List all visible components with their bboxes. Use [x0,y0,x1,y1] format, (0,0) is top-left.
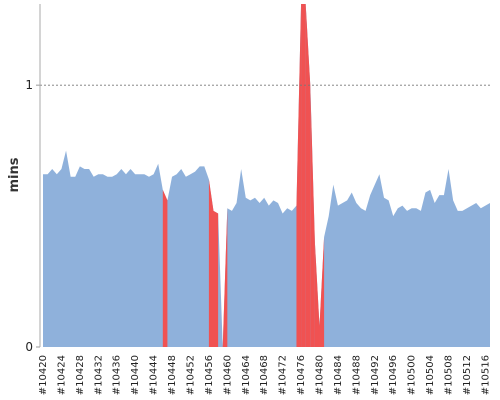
x-tick-label: #10484 [333,355,344,395]
x-tick-label: #10472 [278,355,289,395]
failed-segment [208,179,214,347]
failed-segment [319,237,325,347]
x-tick-label: #10436 [112,355,123,395]
x-tick-label: #10448 [167,355,178,395]
x-tick-label: #10492 [370,355,381,395]
x-tick-label: #10444 [149,355,160,395]
failed-segment [301,4,306,347]
x-tick-label: #10452 [185,355,196,395]
y-tick-label: 1 [25,78,33,92]
x-tick-label: #10500 [407,355,418,395]
x-tick-label: #10516 [480,355,491,395]
failed-segment [296,4,302,347]
failed-segment [305,4,311,347]
failed-segment [314,242,320,347]
area [43,4,490,347]
failed-segment [213,210,219,347]
x-tick-label: #10476 [296,355,307,395]
x-tick-label: #10432 [93,355,104,395]
x-tick-label: #10488 [351,355,362,395]
x-tick-label: #10512 [462,355,473,395]
y-axis-label: mins [7,157,22,192]
x-tick-label: #10456 [204,355,215,395]
x-tick-label: #10464 [241,355,252,395]
x-tick-label: #10428 [75,355,86,395]
failed-segment [162,189,168,347]
failed-segment [310,85,315,347]
x-tick-label: #10424 [56,355,67,395]
x-tick-label: #10420 [38,355,49,395]
x-tick-label: #10480 [314,355,325,395]
y-tick-label: 0 [25,340,33,354]
x-tick-label: #10440 [130,355,141,395]
x-tick-label: #10504 [425,355,436,395]
x-tick-label: #10460 [222,355,233,395]
x-tick-label: #10468 [259,355,270,395]
x-tick-label: #10496 [388,355,399,395]
failed-segment [222,208,228,347]
x-tick-label: #10508 [444,355,455,395]
